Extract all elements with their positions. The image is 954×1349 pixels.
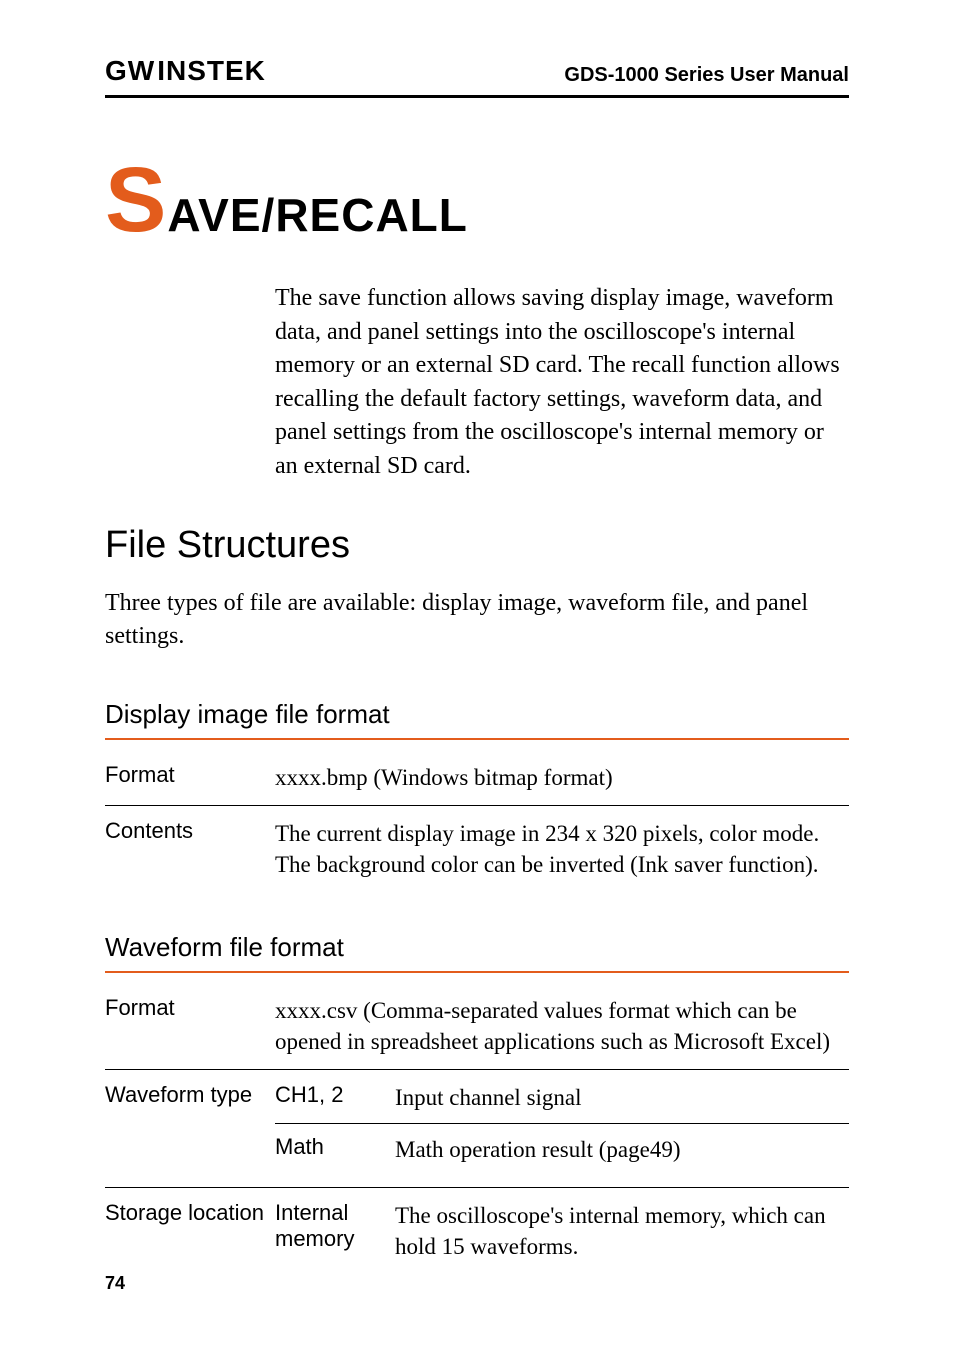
brand-text-g: G (105, 55, 128, 87)
chapter-intro: The save function allows saving display … (275, 282, 849, 484)
inner-rows: CH1, 2 Input channel signal Math Math op… (275, 1082, 849, 1175)
page-header: GWINSTEK GDS-1000 Series User Manual (105, 55, 849, 98)
section-body-file-structures: Three types of file are available: displ… (105, 587, 849, 654)
table-row: Format xxxx.csv (Comma-separated values … (105, 983, 849, 1070)
sub-value-internal: The oscilloscope's internal memory, whic… (395, 1200, 849, 1262)
row-value-format: xxxx.csv (Comma-separated values format … (275, 995, 849, 1057)
chapter-drop-cap: S (105, 149, 167, 251)
sub-value-math: Math operation result (page49) (395, 1134, 849, 1165)
row-label-waveform-type: Waveform type (105, 1082, 275, 1175)
sub-row: CH1, 2 Input channel signal (275, 1082, 849, 1124)
row-label-contents: Contents (105, 818, 275, 880)
subsection-heading-waveform: Waveform file format (105, 932, 849, 973)
row-label-storage: Storage location (105, 1200, 275, 1272)
sub-value-ch: Input channel signal (395, 1082, 849, 1113)
brand-text-w: W (128, 55, 155, 87)
sub-row: Internal memory The oscilloscope's inter… (275, 1200, 849, 1272)
display-image-section: Display image file format Format xxxx.bm… (105, 699, 849, 892)
sub-row: Math Math operation result (page49) (275, 1134, 849, 1175)
table-row: Storage location Internal memory The osc… (105, 1188, 849, 1284)
row-value-format: xxxx.bmp (Windows bitmap format) (275, 762, 849, 793)
table-row: Contents The current display image in 23… (105, 806, 849, 892)
waveform-section: Waveform file format Format xxxx.csv (Co… (105, 932, 849, 1284)
row-label-format: Format (105, 762, 275, 793)
subsection-heading-display-image: Display image file format (105, 699, 849, 740)
document-title: GDS-1000 Series User Manual (564, 64, 849, 87)
page-number: 74 (105, 1273, 125, 1294)
brand-text-instek: INSTEK (157, 55, 266, 87)
row-value-contents: The current display image in 234 x 320 p… (275, 818, 849, 880)
inner-rows: Internal memory The oscilloscope's inter… (275, 1200, 849, 1272)
brand-logo: GWINSTEK (105, 55, 266, 87)
sub-label-ch: CH1, 2 (275, 1082, 395, 1113)
sub-label-math: Math (275, 1134, 395, 1165)
table-row: Format xxxx.bmp (Windows bitmap format) (105, 750, 849, 806)
row-label-format: Format (105, 995, 275, 1057)
chapter-title: SAVE/RECALL (105, 188, 849, 242)
sub-label-internal: Internal memory (275, 1200, 395, 1262)
chapter-title-rest: AVE/RECALL (167, 189, 468, 241)
section-heading-file-structures: File Structures (105, 524, 849, 567)
table-row: Waveform type CH1, 2 Input channel signa… (105, 1070, 849, 1188)
